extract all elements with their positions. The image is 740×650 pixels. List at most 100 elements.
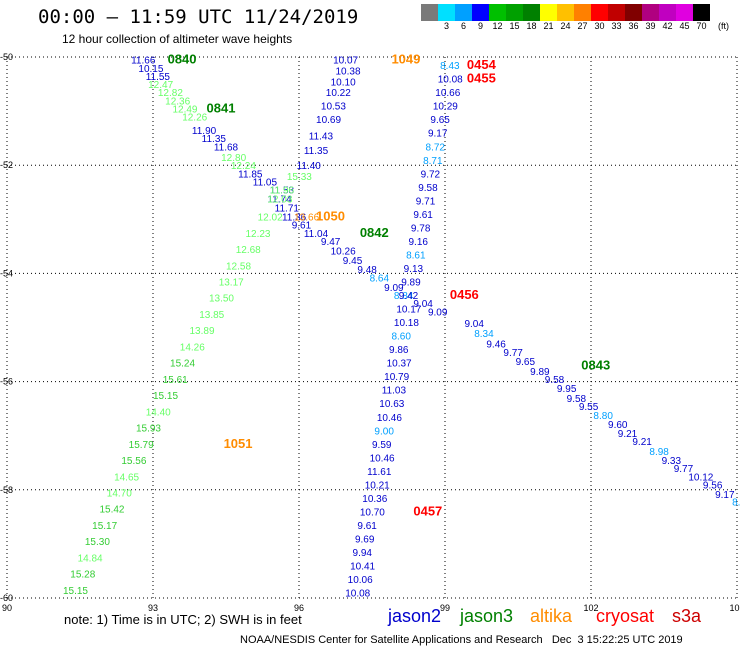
wave-height-label: 9.65 <box>430 115 450 126</box>
wave-height-label: 10.15 <box>138 64 163 75</box>
color-scale-labels: 3 6 9 12 15 18 21 24 27 30 33 36 39 42 45 70 <box>421 21 710 33</box>
pass-time-label: 0456 <box>450 287 479 302</box>
wave-height-label: 10.46 <box>377 413 402 424</box>
wave-height-label: 9.61 <box>357 521 377 532</box>
wave-height-label: 10.53 <box>321 102 346 113</box>
wave-height-label: 15.61 <box>163 375 188 386</box>
chart-title: 00:00 – 11:59 UTC 11/24/2019 <box>38 6 359 28</box>
wave-height-label: 11.90 <box>192 126 217 137</box>
wave-height-label: 12.47 <box>148 80 173 91</box>
wave-height-label: 15.79 <box>129 440 154 451</box>
pass-time-label: 1050 <box>316 209 345 224</box>
wave-height-label: 10.06 <box>348 575 373 586</box>
wave-height-label: 12.23 <box>245 229 270 240</box>
wave-height-label: 12.24 <box>231 161 256 172</box>
wave-height-label: 12.26 <box>182 113 207 124</box>
color-scale-label: 3 <box>443 21 449 31</box>
color-scale-cell <box>540 4 557 21</box>
wave-height-label: 10.79 <box>384 372 409 383</box>
wave-height-label: 15.15 <box>153 391 178 402</box>
wave-height-label: 8.61 <box>406 250 426 261</box>
x-tick-label: 105 <box>729 603 740 613</box>
wave-height-label: 9.95 <box>557 384 577 395</box>
wave-height-label: 14.65 <box>114 472 139 483</box>
wave-height-label: 15.93 <box>136 424 161 435</box>
wave-height-label: 10.36 <box>362 494 387 505</box>
wave-height-label: 14.70 <box>107 489 132 500</box>
wave-height-label: 9.56 <box>703 480 723 491</box>
color-scale-cell <box>472 4 489 21</box>
legend-jason3: jason3 <box>460 606 514 626</box>
color-scale-label: 24 <box>560 21 571 31</box>
wave-height-label: 10.21 <box>365 480 390 491</box>
color-scale-label: 6 <box>460 21 466 31</box>
wave-height-label: 11.35 <box>304 146 329 157</box>
wave-height-label: 9.13 <box>404 264 424 275</box>
wave-height-label: 10.22 <box>326 88 351 99</box>
wave-height-label: 9.77 <box>503 348 523 359</box>
wave-height-label: 10.12 <box>688 472 713 483</box>
wave-height-label: 11.74 <box>267 195 292 206</box>
wave-height-label: 12.03 <box>267 195 292 206</box>
wave-height-label: 14.40 <box>146 407 171 418</box>
wave-height-label: 10.26 <box>331 247 356 258</box>
color-scale-label: 9 <box>477 21 483 31</box>
color-scale-label: 70 <box>696 21 707 31</box>
wave-height-label: 15.42 <box>99 505 124 516</box>
wave-height-label: 8.64 <box>370 274 390 285</box>
pass-time-label: 0843 <box>581 357 610 372</box>
color-scale-label: 39 <box>645 21 656 31</box>
color-scale-cell <box>421 4 438 21</box>
color-scale-label: 15 <box>509 21 520 31</box>
wave-height-label: 9.60 <box>608 420 628 431</box>
color-scale-bar <box>421 4 710 21</box>
wave-height-label: 9.58 <box>418 183 438 194</box>
color-scale-cell <box>676 4 693 21</box>
wave-height-label: 9.45 <box>343 256 363 267</box>
wave-height-label: 10.63 <box>379 399 404 410</box>
wave-height-label: 9.00 <box>374 426 394 437</box>
wave-height-label: 10.41 <box>350 562 375 573</box>
color-scale-label: 12 <box>492 21 503 31</box>
color-scale-label: 18 <box>526 21 537 31</box>
wave-height-label: 15.56 <box>121 456 146 467</box>
wave-height-label: 10.18 <box>394 318 419 329</box>
color-scale-cell <box>523 4 540 21</box>
wave-height-label: 12.49 <box>172 104 197 115</box>
pass-time-label: 0454 <box>467 57 497 72</box>
wave-height-label: 9.16 <box>409 237 429 248</box>
legend-altika: altika <box>530 606 573 626</box>
credit-line: NOAA/NESDIS Center for Satellite Applica… <box>240 634 683 646</box>
wave-height-label: 8.84 <box>394 291 414 302</box>
wave-height-label: 11.40 <box>297 161 322 172</box>
wave-height-label: 11.71 <box>275 203 300 214</box>
wave-height-label: 8.80 <box>593 411 613 422</box>
wave-height-label: 9.42 <box>399 291 419 302</box>
wave-height-label: 13.50 <box>209 294 234 305</box>
x-tick-label: 90 <box>2 603 12 613</box>
color-scale-label: 42 <box>662 21 673 31</box>
wave-height-label: 11.68 <box>214 142 239 153</box>
wave-height-label: 11.85 <box>238 169 263 180</box>
legend-s3a: s3a <box>672 606 702 626</box>
wave-height-label: 9.48 <box>357 265 377 276</box>
wave-height-label: 9.04 <box>464 319 484 330</box>
color-scale-unit: (ft) <box>718 21 729 31</box>
color-scale-cell <box>557 4 574 21</box>
wave-height-label: 9.55 <box>579 402 599 413</box>
pass-time-label: 0455 <box>467 71 496 86</box>
wave-height-label: 10.29 <box>433 102 458 113</box>
wave-height-label: 14.84 <box>78 553 103 564</box>
wave-height-label: 15.17 <box>92 521 117 532</box>
wave-height-label: 10.46 <box>370 453 395 464</box>
wave-height-label: 12.80 <box>221 153 246 164</box>
wave-height-label: 13.17 <box>219 278 244 289</box>
wave-height-label: 9.21 <box>618 429 638 440</box>
wave-height-label: 10.10 <box>331 77 356 88</box>
wave-height-label: 10.07 <box>333 56 358 67</box>
wave-height-label: 9.89 <box>530 367 550 378</box>
wave-height-label: 15.30 <box>85 537 110 548</box>
wave-height-label: 8.60 <box>391 332 411 343</box>
color-scale-cell <box>506 4 523 21</box>
